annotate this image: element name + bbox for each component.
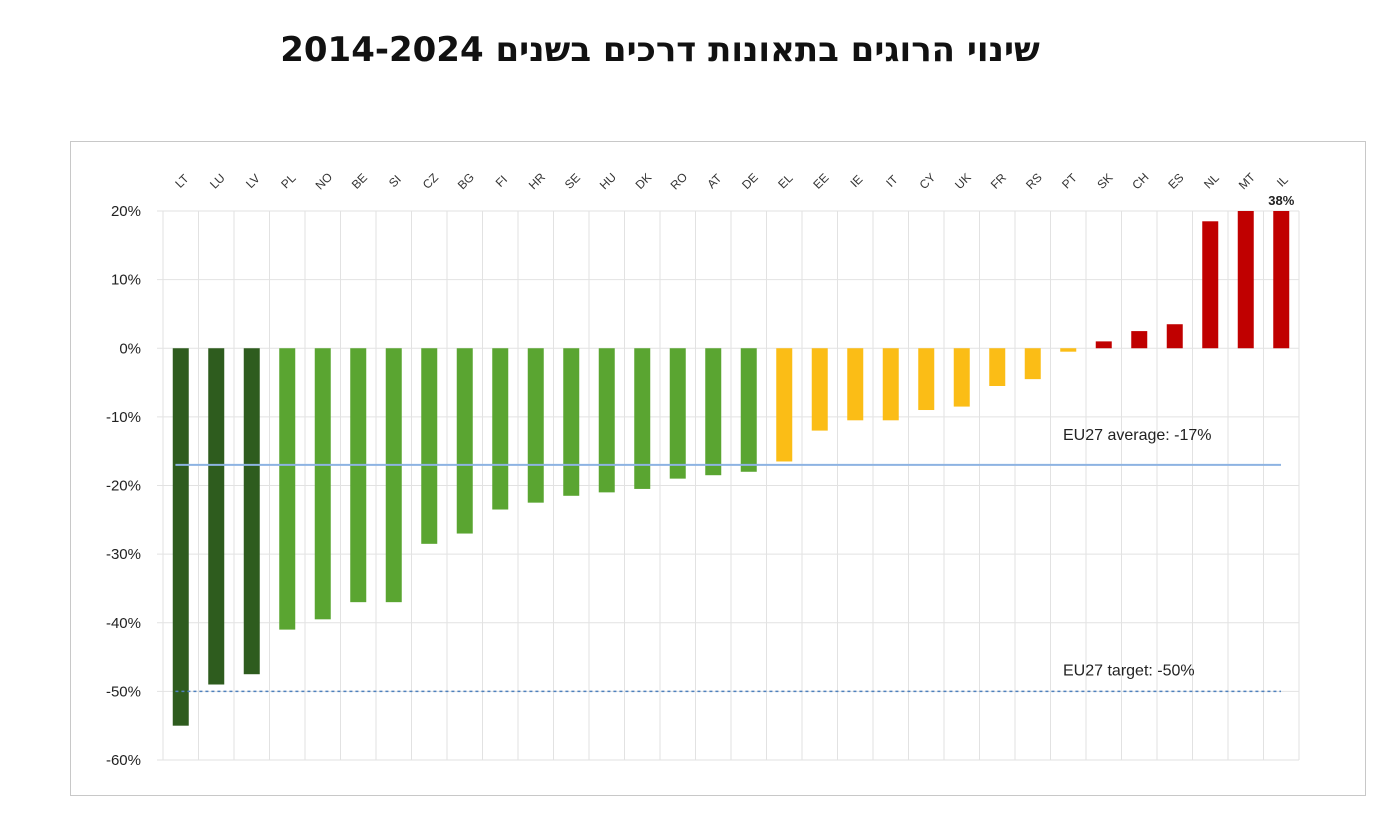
bar-no	[314, 348, 331, 620]
y-tick-label: 20%	[111, 203, 141, 220]
y-tick-label: -60%	[106, 752, 141, 769]
y-tick-label: 0%	[119, 340, 141, 357]
category-label: LV	[243, 171, 263, 191]
bar-se	[563, 348, 580, 496]
category-label: PL	[278, 171, 299, 192]
bar-it	[882, 348, 899, 421]
category-label: EL	[775, 171, 796, 192]
y-tick-label: -40%	[106, 615, 141, 632]
bar-el	[776, 348, 793, 462]
bar-dk	[634, 348, 651, 489]
category-label: IL	[1274, 172, 1291, 189]
chart-frame: 20% 10% 0% -10% -20% -30% -40% -50% -60% LT LU LV PL…	[70, 141, 1366, 796]
bar-fi	[492, 348, 509, 510]
category-label: PT	[1059, 170, 1080, 191]
category-label: LU	[207, 171, 228, 192]
bar-lv	[243, 348, 260, 675]
page-title: שינוי הרוגים בתאונות דרכים בשנים 2014-20…	[280, 30, 1040, 70]
eu27-average-label: EU27 average: -17%	[1063, 427, 1212, 444]
category-label: DK	[633, 170, 655, 192]
bar-il	[1273, 211, 1290, 349]
y-tick-label: -50%	[106, 683, 141, 700]
category-label: FI	[493, 172, 510, 189]
bar-mt	[1237, 211, 1254, 349]
category-label: NO	[313, 170, 336, 193]
category-label: ES	[1165, 171, 1186, 192]
bar-be	[350, 348, 367, 603]
bar-ro	[669, 348, 686, 479]
category-label: CY	[917, 170, 939, 192]
category-label: CZ	[420, 171, 441, 192]
category-label: AT	[704, 171, 725, 192]
bar-pl	[279, 348, 296, 630]
bar-ie	[847, 348, 864, 421]
bar-fr	[989, 348, 1006, 386]
bar-hu	[598, 348, 615, 493]
bar-hr	[527, 348, 544, 503]
category-label: SK	[1094, 171, 1115, 192]
bar-bg	[456, 348, 473, 534]
category-label: SE	[562, 171, 583, 192]
category-label: FR	[988, 170, 1009, 191]
bar-cz	[421, 348, 438, 544]
category-label: NL	[1201, 171, 1222, 192]
category-label: EE	[810, 171, 831, 192]
category-label: IT	[883, 172, 901, 190]
bar-si	[385, 348, 402, 603]
data-label-il: 38%	[1268, 193, 1294, 208]
bar-rs	[1024, 348, 1041, 380]
category-label: IE	[847, 172, 865, 190]
category-label: HU	[597, 170, 619, 192]
bar-de	[740, 348, 757, 472]
category-label: SI	[386, 172, 404, 190]
bar-lu	[208, 348, 225, 685]
category-label: MT	[1236, 170, 1259, 193]
category-label: DE	[739, 170, 761, 192]
category-label: LT	[172, 171, 192, 191]
bar-lt	[172, 348, 189, 726]
bar-at	[705, 348, 722, 476]
y-tick-label: -20%	[106, 478, 141, 495]
category-label: RO	[668, 170, 691, 193]
y-tick-label: -10%	[106, 409, 141, 426]
bar-pt	[1060, 348, 1077, 352]
y-tick-label: 10%	[111, 272, 141, 289]
bar-uk	[953, 348, 970, 407]
bar-sk	[1095, 341, 1112, 349]
bar-chart: 20% 10% 0% -10% -20% -30% -40% -50% -60% LT LU LV PL…	[106, 170, 1300, 769]
category-label: HR	[526, 170, 548, 192]
bar-nl	[1202, 221, 1219, 349]
bar-ch	[1131, 331, 1148, 349]
category-label: BG	[455, 170, 477, 192]
bar-ee	[811, 348, 828, 431]
y-tick-label: -30%	[106, 546, 141, 563]
eu27-target-label: EU27 target: -50%	[1063, 662, 1195, 679]
bar-es	[1166, 324, 1183, 349]
category-label: CH	[1129, 170, 1151, 192]
category-label: UK	[952, 170, 974, 192]
bar-cy	[918, 348, 935, 411]
category-label: BE	[349, 171, 370, 192]
category-label: RS	[1023, 170, 1045, 192]
